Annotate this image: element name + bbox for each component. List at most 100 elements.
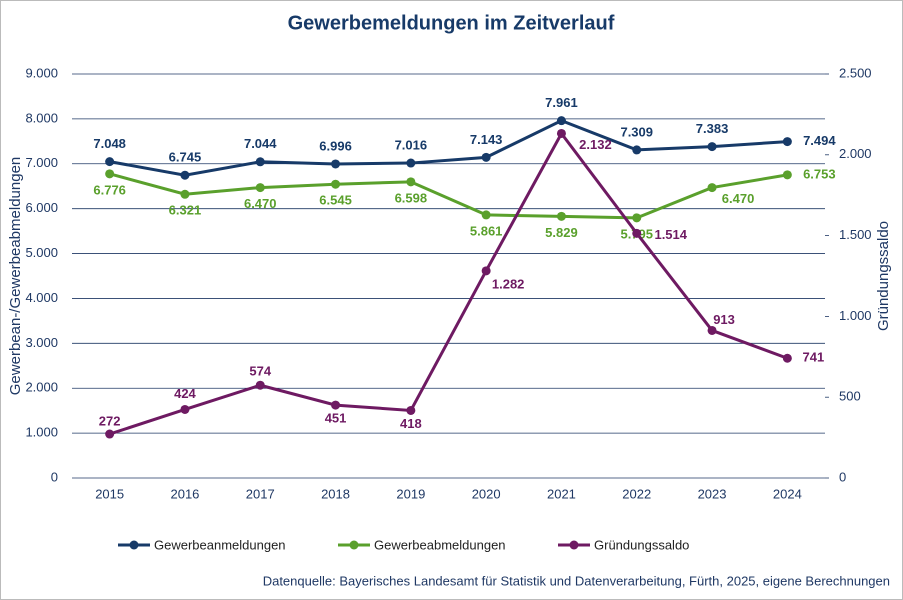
data-point [556,128,566,138]
data-point [481,210,491,220]
data-label: 7.961 [545,95,578,110]
data-point [105,157,115,167]
chart-title: Gewerbemeldungen im Zeitverlauf [288,12,615,34]
data-point [782,137,792,147]
data-label: 574 [249,364,271,379]
data-label: 6.545 [319,193,352,208]
y-tick-label: 4.000 [25,290,58,305]
data-label: 7.494 [803,133,836,148]
data-label: 6.321 [169,203,202,218]
data-point [782,170,792,180]
data-point [707,325,717,335]
x-tick-label: 2024 [773,486,802,501]
data-point [180,170,190,180]
legend-label: Gewerbeabmeldungen [374,537,506,552]
y-axis-title: Gewerbean-/Gewerbeabmeldungen [7,157,24,395]
x-tick-label: 2016 [170,486,199,501]
y2-tick-label: 1.000 [839,308,872,323]
data-label: 7.016 [395,137,428,152]
y-tick-label: 8.000 [25,110,58,125]
source-note: Datenquelle: Bayerisches Landesamt für S… [263,573,890,588]
data-label: 913 [713,312,735,327]
data-point [707,142,717,152]
series-line [109,172,788,220]
data-label: 6.470 [244,196,277,211]
data-label: 7.383 [696,121,729,136]
data-point [180,404,190,414]
legend-label: Gründungssaldo [594,537,689,552]
data-label: 6.745 [169,150,202,165]
data-point [632,213,642,223]
x-tick-label: 2020 [472,486,501,501]
data-label: 7.048 [93,136,126,151]
y2-tick-label: 2.500 [839,65,872,80]
data-label: 5.829 [545,225,578,240]
y-tick-label: 0 [51,469,58,484]
y-tick-label: 3.000 [25,335,58,350]
x-tick-label: 2022 [622,486,651,501]
data-label: 418 [400,416,422,431]
data-label: 6.996 [319,138,352,153]
data-label: 1.282 [492,276,525,291]
data-label: 7.143 [470,132,503,147]
legend-marker [569,540,579,550]
data-point [331,400,341,410]
data-point [180,189,190,199]
data-point [481,152,491,162]
data-point [255,183,265,193]
data-label: 741 [802,350,824,365]
x-tick-label: 2017 [246,486,275,501]
data-point [406,158,416,168]
data-point [406,405,416,415]
data-point [707,183,717,193]
data-label: 424 [174,386,196,401]
data-label: 2.132 [579,137,612,152]
data-point [255,380,265,390]
data-label: 5.861 [470,223,503,238]
x-tick-label: 2021 [547,486,576,501]
y2-tick-label: 2.000 [839,146,872,161]
y2-tick-label: 0 [839,469,846,484]
data-label: 272 [99,413,121,428]
data-point [556,211,566,221]
y2-axis-title: Gründungssaldo [875,221,892,331]
series-line [109,130,788,436]
x-tick-label: 2019 [396,486,425,501]
data-point [331,159,341,169]
data-point [105,429,115,439]
data-point [331,179,341,189]
data-label: 1.514 [654,227,687,242]
x-tick-label: 2023 [698,486,727,501]
data-label: 7.044 [244,136,277,151]
legend-label: Gewerbeanmeldungen [154,537,286,552]
y2-tick-label: 500 [839,389,861,404]
data-point [556,116,566,126]
data-point [255,157,265,167]
data-point [782,353,792,363]
data-label: 6.470 [722,191,755,206]
y-tick-label: 6.000 [25,200,58,215]
y-tick-label: 9.000 [25,65,58,80]
data-point [481,266,491,276]
data-label: 6.598 [395,190,428,205]
x-tick-label: 2018 [321,486,350,501]
data-point [632,145,642,155]
data-point [632,228,642,238]
y-tick-label: 1.000 [25,425,58,440]
x-tick-label: 2015 [95,486,124,501]
data-label: 451 [325,411,347,426]
data-point [406,177,416,187]
data-point [105,169,115,179]
y-tick-label: 2.000 [25,380,58,395]
data-label: 6.776 [93,182,126,197]
y2-tick-label: 1.500 [839,227,872,242]
data-label: 6.753 [803,166,836,181]
y-tick-label: 7.000 [25,155,58,170]
legend-marker [129,540,139,550]
legend-marker [349,540,359,550]
series-line [109,119,788,177]
data-label: 7.309 [620,124,653,139]
y-tick-label: 5.000 [25,245,58,260]
